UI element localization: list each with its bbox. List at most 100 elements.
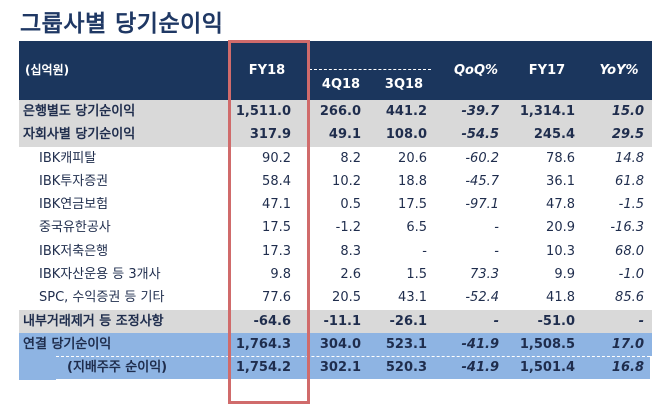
cell-fy18: 90.2 (262, 150, 291, 166)
cell-fy18: 58.4 (262, 173, 291, 189)
cell-yoy: -1.0 (618, 267, 644, 283)
cell-q4_18: 20.5 (332, 290, 361, 306)
table-row: IBK투자증권 58.4 10.2 18.8 -45.7 36.1 61.8 (19, 169, 652, 194)
cell-q4_18: 49.1 (328, 127, 361, 143)
cell-fy17: 245.4 (533, 127, 575, 143)
cell-fy18: 9.8 (270, 267, 291, 283)
cell-q4_18: 8.3 (340, 243, 361, 259)
net-income-table: (십억원) FY18 4Q18 3Q18 QoQ% FY17 YoY% 은행별도… (19, 41, 652, 380)
cell-q4_18: 302.1 (319, 360, 361, 376)
table-row: IBK연금보험 47.1 0.5 17.5 -97.1 47.8 -1.5 (19, 193, 652, 217)
table-row: 중국유한공사 17.5 -1.2 6.5 - 20.9 -16.3 (19, 216, 652, 240)
table-row: SPC, 수익증권 등 기타 77.6 20.5 43.1 -52.4 41.8 85.6 (19, 286, 652, 310)
cell-q4_18: 304.0 (319, 336, 361, 352)
cell-fy18: 47.1 (262, 197, 291, 213)
cell-yoy: -16.3 (610, 220, 644, 236)
col-fy17: FY17 (528, 63, 566, 78)
cell-yoy: 68.0 (615, 243, 644, 259)
cell-q4_18: 8.2 (340, 150, 361, 166)
row-indent-fill (19, 356, 56, 380)
row-label: IBK자산운용 등 3개사 (39, 267, 161, 283)
cell-fy17: -51.0 (537, 313, 575, 329)
unit-label: (십억원) (25, 63, 70, 77)
cell-yoy: 29.5 (611, 127, 644, 143)
cell-fy18: 317.9 (249, 127, 291, 143)
cell-yoy: -1.5 (618, 197, 644, 213)
cell-q4_18: 10.2 (332, 173, 361, 189)
cell-yoy: 14.8 (615, 150, 644, 166)
cell-fy18: 77.6 (262, 290, 291, 306)
cell-q3_18: 17.5 (398, 197, 427, 213)
cell-fy17: 1,501.4 (519, 360, 575, 376)
cell-q4_18: 2.6 (340, 267, 361, 283)
cell-q3_18: 43.1 (398, 290, 427, 306)
cell-qoq: -41.9 (461, 360, 499, 376)
cell-qoq: -41.9 (461, 336, 499, 352)
cell-fy17: 78.6 (546, 150, 575, 166)
cell-yoy: - (638, 313, 644, 329)
table-row: 은행별도 당기순이익 1,511.0 266.0 441.2 -39.7 1,314.1 1… (19, 100, 652, 124)
cell-qoq: -52.4 (465, 290, 499, 306)
col-4q18: 4Q18 (321, 77, 361, 92)
table-row: 자회사별 당기순이익 317.9 49.1 108.0 -54.5 245.4 29.5 (19, 123, 652, 147)
cell-fy18: 1,754.2 (235, 360, 291, 376)
cell-q3_18: 520.3 (385, 360, 427, 376)
cell-fy17: 20.9 (546, 220, 575, 236)
cell-qoq: 73.3 (470, 267, 499, 283)
cell-yoy: 17.0 (611, 336, 644, 352)
cell-fy17: 1,508.5 (519, 336, 575, 352)
cell-q3_18: -26.1 (389, 313, 427, 329)
row-label: 은행별도 당기순이익 (23, 104, 136, 119)
cell-q4_18: -1.2 (335, 220, 361, 236)
cell-q3_18: 523.1 (385, 336, 427, 352)
cell-fy18: 17.5 (262, 220, 291, 236)
cell-qoq: - (494, 220, 499, 236)
cell-fy18: -64.6 (253, 313, 291, 329)
table-body: 은행별도 당기순이익 1,511.0 266.0 441.2 -39.7 1,314.1 1… (19, 100, 652, 380)
cell-qoq: -60.2 (465, 150, 499, 166)
cell-fy18: 17.3 (262, 243, 291, 259)
quarter-divider (309, 69, 431, 70)
cell-fy18: 1,511.0 (235, 104, 291, 119)
table-row: (지배주주 순이익) 1,754.2 302.1 520.3 -41.9 1,501.4 1… (19, 356, 652, 380)
table-row: IBK저축은행 17.3 8.3 - - 10.3 68.0 (19, 239, 652, 264)
cell-fy18: 1,764.3 (235, 336, 291, 352)
row-label: 내부거래제거 등 조정사항 (23, 313, 164, 329)
cell-yoy: 15.0 (611, 104, 644, 119)
table-row: IBK캐피탈 90.2 8.2 20.6 -60.2 78.6 14.8 (19, 146, 652, 170)
table-row: 연결 당기순이익 1,764.3 304.0 523.1 -41.9 1,508.5 17.… (19, 332, 652, 357)
table-row: 내부거래제거 등 조정사항 -64.6 -11.1 -26.1 - -51.0 - (19, 309, 652, 333)
row-label: IBK투자증권 (39, 173, 109, 189)
col-fy18: FY18 (248, 63, 286, 78)
row-label: SPC, 수익증권 등 기타 (39, 290, 165, 306)
cell-qoq: - (493, 313, 499, 329)
cell-qoq: -39.7 (461, 104, 499, 119)
cell-qoq: -54.5 (461, 127, 499, 143)
cell-q4_18: -11.1 (323, 313, 361, 329)
cell-fy17: 41.8 (546, 290, 575, 306)
cell-yoy: 85.6 (615, 290, 644, 306)
cell-yoy: 61.8 (615, 173, 644, 189)
subtotal-dashed-frame (56, 356, 650, 380)
row-label: 연결 당기순이익 (23, 336, 112, 352)
cell-q3_18: 20.6 (398, 150, 427, 166)
cell-qoq: -97.1 (465, 197, 499, 213)
cell-fy17: 1,314.1 (519, 104, 575, 119)
cell-q3_18: 1.5 (406, 267, 427, 283)
cell-q3_18: 18.8 (398, 173, 427, 189)
cell-yoy: 16.8 (611, 360, 644, 376)
cell-q4_18: 266.0 (319, 104, 361, 119)
cell-q3_18: - (422, 243, 427, 259)
row-label: 중국유한공사 (39, 220, 111, 236)
cell-q3_18: 6.5 (406, 220, 427, 236)
page-title: 그룹사별 당기순이익 (20, 11, 224, 37)
cell-q3_18: 108.0 (385, 127, 427, 143)
cell-q3_18: 441.2 (385, 104, 427, 119)
table-header: (십억원) FY18 4Q18 3Q18 QoQ% FY17 YoY% (19, 41, 652, 100)
row-label: IBK캐피탈 (39, 150, 97, 166)
col-qoq: QoQ% (453, 63, 499, 78)
table-row: IBK자산운용 등 3개사 9.8 2.6 1.5 73.3 9.9 -1.0 (19, 263, 652, 287)
col-3q18: 3Q18 (384, 77, 424, 92)
cell-fy17: 9.9 (554, 267, 575, 283)
cell-fy17: 47.8 (546, 197, 575, 213)
